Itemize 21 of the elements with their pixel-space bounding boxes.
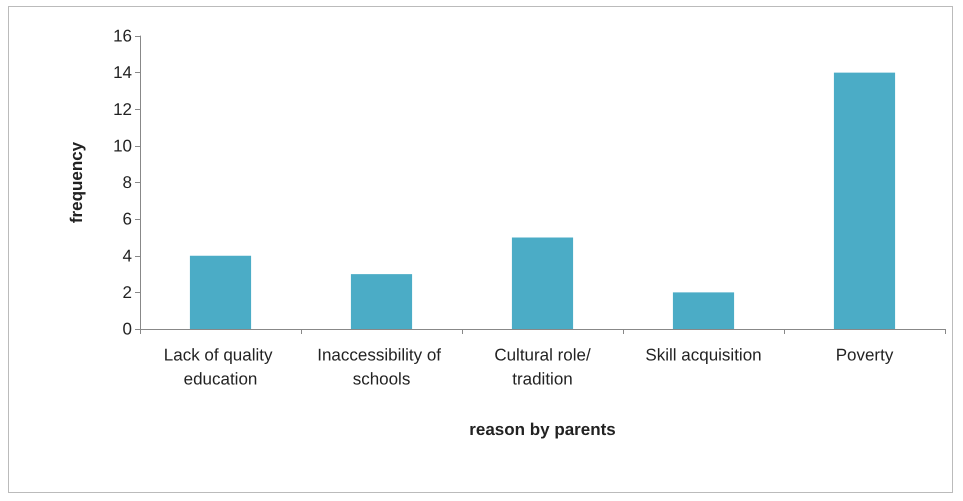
y-tick-label: 8	[122, 173, 132, 192]
bar	[512, 237, 574, 329]
y-tick-label: 4	[122, 246, 132, 266]
x-tick-label: Inaccessibility of schools	[317, 346, 446, 388]
bar	[190, 256, 252, 329]
x-axis-title: reason by parents	[469, 420, 616, 439]
x-tick-label: Skill acquisition	[645, 346, 762, 364]
y-axis-title: frequency	[67, 141, 86, 224]
y-tick-label: 12	[113, 100, 132, 119]
bar	[834, 72, 896, 329]
y-tick-label: 14	[113, 63, 132, 82]
x-tick-label: Poverty	[836, 346, 894, 364]
y-tick-label: 6	[122, 210, 132, 229]
bar	[350, 274, 412, 329]
bar	[672, 292, 734, 329]
x-tick-label: Cultural role/tradition	[494, 346, 591, 388]
y-tick-label: 10	[113, 136, 132, 156]
y-tick-label: 16	[113, 26, 132, 46]
y-tick-label: 0	[122, 320, 132, 338]
x-tick-label: Lack of quality education	[164, 346, 278, 388]
y-tick-label: 2	[122, 282, 132, 302]
